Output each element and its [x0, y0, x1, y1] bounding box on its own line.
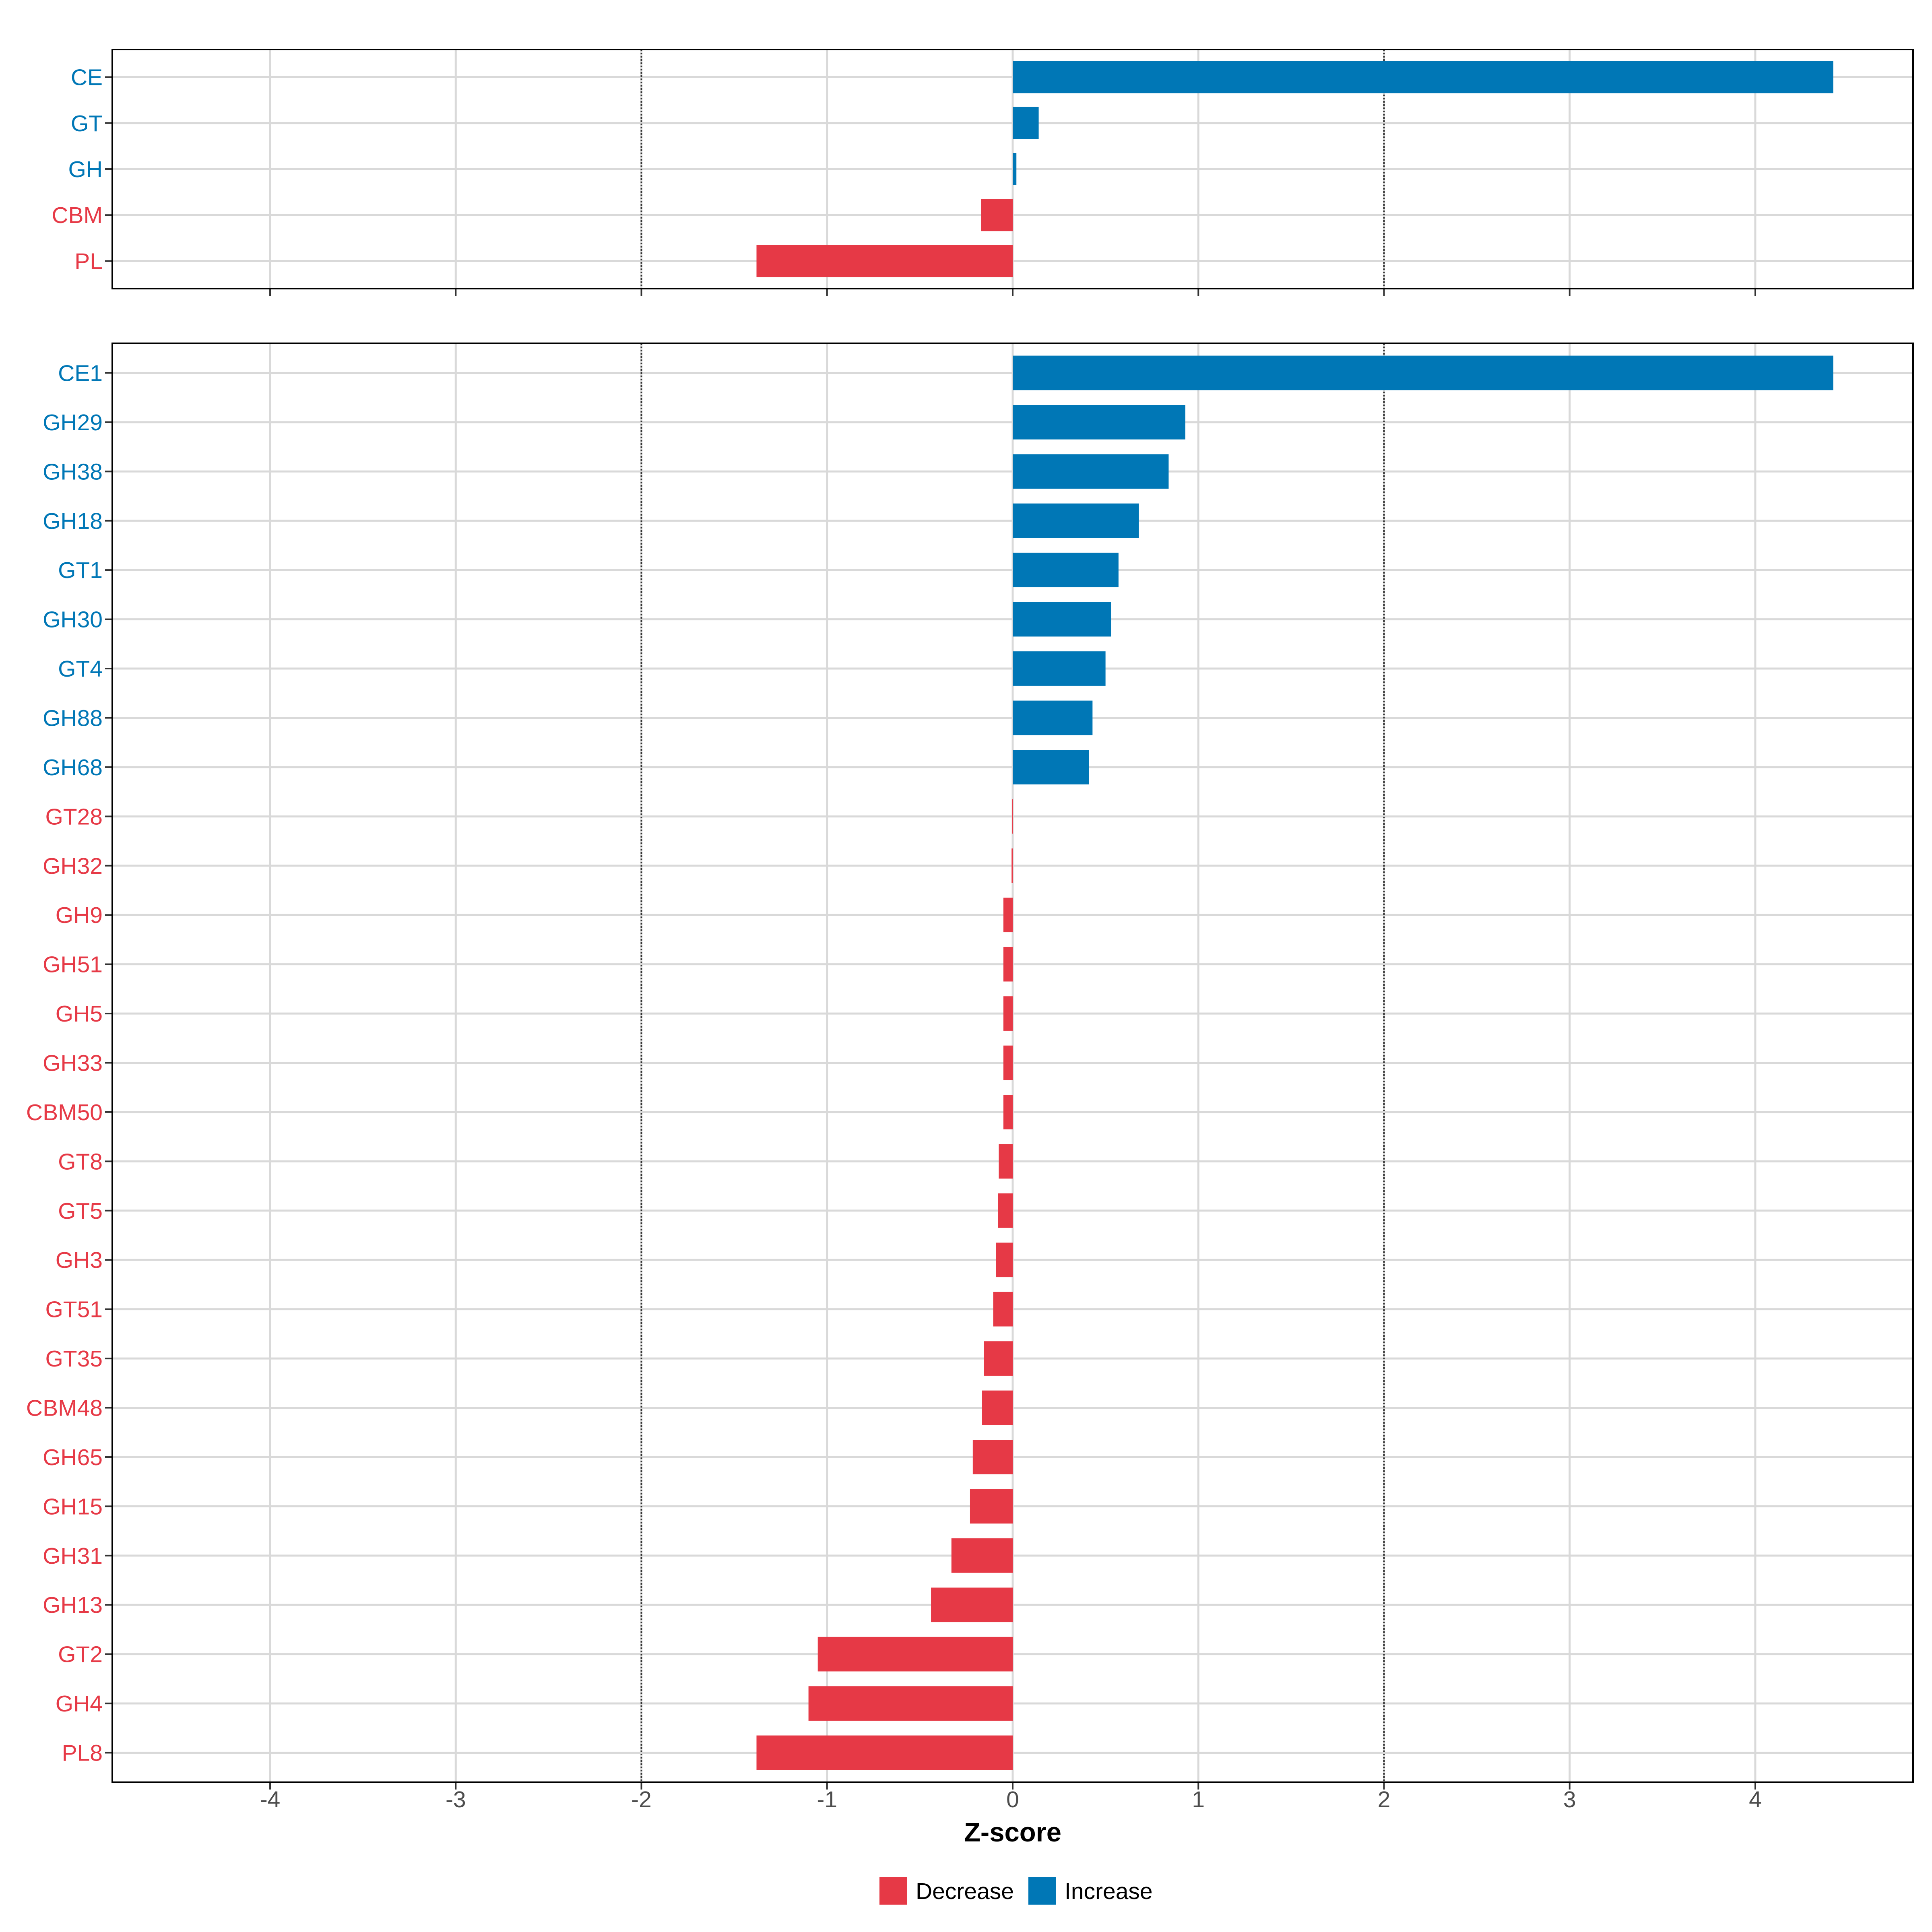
bar [1003, 1045, 1013, 1080]
y-tick-label: GH68 [43, 755, 103, 780]
y-tick-label: PL8 [62, 1740, 103, 1766]
y-tick-label: CBM [52, 202, 103, 228]
y-tick-label: GT28 [45, 804, 103, 830]
y-tick-label: PL [74, 248, 103, 274]
panel-family-level: CE1 GH29 GH38 GH18 GT1 GH30 GT4 GH88 GH68 GT28 GH3… [26, 343, 1914, 1790]
y-tick-label: CE [71, 65, 103, 91]
y-tick-label: GH [68, 157, 103, 182]
y-tick-label: GH38 [43, 459, 103, 485]
y-tick-label: CE1 [58, 360, 103, 386]
x-tick-label: -4 [260, 1787, 281, 1812]
bar [984, 1341, 1013, 1376]
bar [1003, 1095, 1013, 1129]
bar [1012, 799, 1013, 834]
bar [970, 1489, 1013, 1524]
bar [1013, 153, 1017, 185]
bar [1013, 553, 1119, 588]
legend: Decrease Increase [879, 1877, 1153, 1905]
bar [1011, 848, 1013, 883]
y-tick-label: GH29 [43, 410, 103, 436]
y-tick-label: GH18 [43, 508, 103, 534]
bar [1013, 503, 1139, 538]
legend-label: Increase [1065, 1878, 1153, 1904]
bar [1013, 750, 1089, 784]
bar [1013, 107, 1039, 139]
bar [817, 1637, 1013, 1672]
bar [996, 1243, 1013, 1278]
bar [972, 1440, 1013, 1474]
bar [981, 199, 1013, 231]
panel-class-level: CE GT GH CBM PL [52, 49, 1914, 296]
y-tick-label: GH4 [56, 1691, 103, 1717]
x-tick-label: 4 [1749, 1787, 1762, 1812]
y-tick-label: GT [71, 111, 103, 136]
y-tick-label: GH32 [43, 853, 103, 879]
bar [999, 1144, 1013, 1179]
x-axis-title: Z-score [964, 1817, 1061, 1847]
legend-swatch [1028, 1877, 1056, 1905]
bar [1013, 651, 1106, 686]
y-tick-label: GH33 [43, 1051, 103, 1076]
y-tick-label: GH88 [43, 705, 103, 731]
y-tick-label: GT8 [58, 1149, 103, 1174]
x-tick-label: -2 [631, 1787, 652, 1812]
x-tick-label: 0 [1006, 1787, 1019, 1812]
bar [951, 1538, 1013, 1573]
x-axis: -4 -3 -2 -1 0 1 2 3 4 [260, 1787, 1762, 1812]
bar [808, 1686, 1013, 1721]
bar [993, 1292, 1013, 1327]
bar [998, 1193, 1013, 1228]
bar [1013, 454, 1169, 489]
bar [1003, 996, 1013, 1031]
bar [1013, 61, 1833, 93]
bar [1013, 405, 1185, 440]
y-tick-label: CBM50 [26, 1100, 103, 1125]
y-tick-label: GH3 [56, 1247, 103, 1273]
x-tick-label: -1 [817, 1787, 837, 1812]
x-tick-label: 3 [1563, 1787, 1576, 1812]
y-tick-label: GH13 [43, 1592, 103, 1618]
x-tick-label: 2 [1378, 1787, 1391, 1812]
y-tick-label: GT1 [58, 557, 103, 583]
y-tick-label: GH31 [43, 1543, 103, 1569]
x-tick-label: 1 [1192, 1787, 1205, 1812]
panel-border [111, 49, 1914, 289]
y-tick-label: GH65 [43, 1445, 103, 1470]
bar [1003, 898, 1013, 933]
panel-border [111, 343, 1914, 1783]
y-tick-label: GT5 [58, 1198, 103, 1224]
y-tick-label: CBM48 [26, 1395, 103, 1421]
bar [756, 1735, 1013, 1770]
y-tick-label: GH30 [43, 607, 103, 633]
x-tick-label: -3 [446, 1787, 466, 1812]
bar [931, 1587, 1013, 1622]
y-tick-label: GH15 [43, 1494, 103, 1519]
bar [1013, 700, 1093, 735]
y-tick-label: GH51 [43, 952, 103, 978]
bar [1013, 602, 1111, 637]
y-tick-label: GT2 [58, 1642, 103, 1668]
bar [1013, 355, 1833, 390]
y-tick-label: GT4 [58, 656, 103, 682]
bar [756, 245, 1013, 277]
y-tick-label: GH5 [56, 1001, 103, 1027]
y-tick-label: GH9 [56, 902, 103, 928]
y-tick-label: GT35 [45, 1346, 103, 1372]
y-tick-label: GT51 [45, 1297, 103, 1323]
bar [982, 1390, 1013, 1425]
legend-swatch [879, 1877, 907, 1905]
bar [1003, 947, 1013, 982]
legend-label: Decrease [916, 1878, 1014, 1904]
